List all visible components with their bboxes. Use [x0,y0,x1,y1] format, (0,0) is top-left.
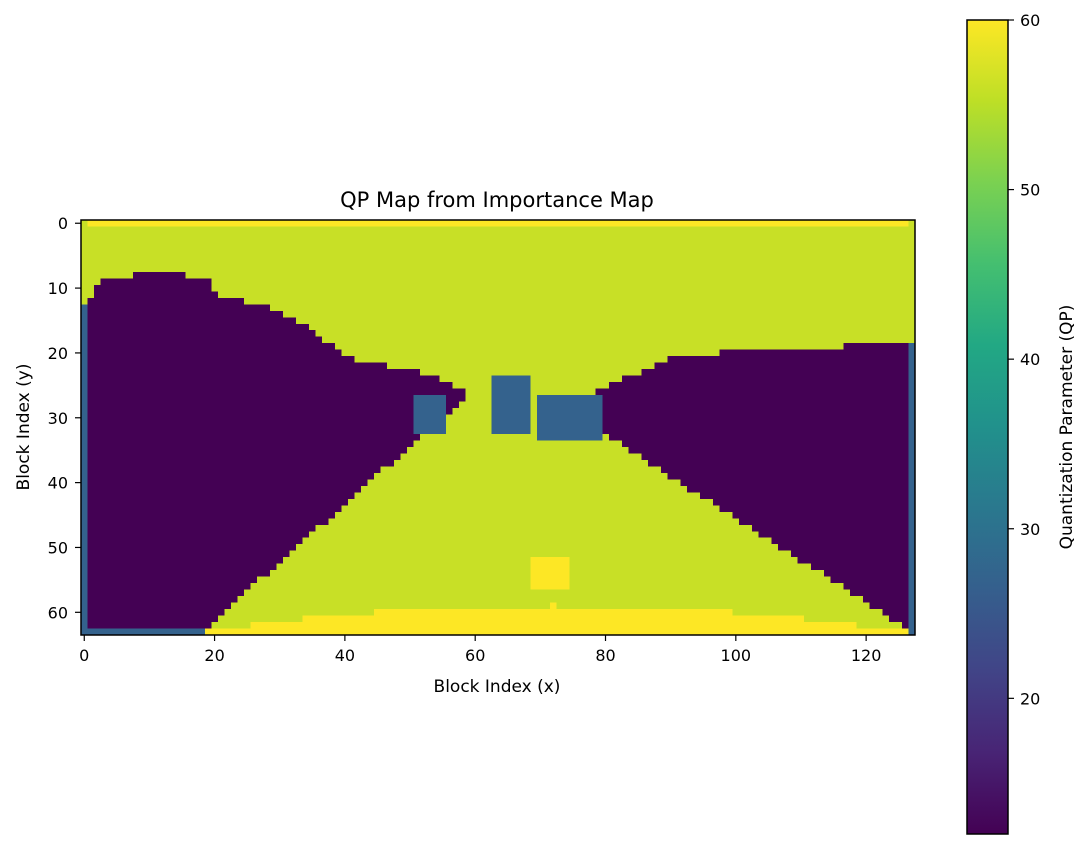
y-tick-label: 20 [48,344,68,363]
heatmap-image [81,220,915,635]
plot-frame [80,219,916,636]
colorbar-tick-label: 30 [1020,520,1040,539]
y-axis-label: Block Index (y) [14,364,34,491]
y-tick-label: 50 [48,538,68,557]
x-tick-label: 80 [595,646,615,665]
x-tick-label: 20 [204,646,224,665]
x-tick-label: 0 [79,646,89,665]
x-tick-label: 40 [335,646,355,665]
colorbar-label: Quantization Parameter (QP) [1057,305,1077,550]
x-axis-ticks: 0 20 40 60 80 100 120 [79,635,881,665]
heatmap [81,220,915,635]
x-tick-label: 60 [465,646,485,665]
colorbar-tick-label: 20 [1020,689,1040,708]
y-tick-label: 40 [48,474,68,493]
y-axis-ticks: 0 10 20 30 40 50 60 [48,214,81,622]
y-tick-label: 0 [58,214,68,233]
y-tick-label: 30 [48,409,68,428]
y-tick-label: 10 [48,279,68,298]
colorbar-tick-label: 40 [1020,350,1040,369]
y-tick-label: 60 [48,603,68,622]
chart-title: QP Map from Importance Map [340,188,654,212]
colorbar-tick-label: 60 [1020,11,1040,30]
colorbar [966,19,1009,835]
x-axis-label: Block Index (x) [434,677,561,697]
x-tick-label: 120 [851,646,882,665]
colorbar-tick-label: 50 [1020,181,1040,200]
colorbar-ticks: 20 30 40 50 60 [1008,11,1040,708]
x-tick-label: 100 [721,646,752,665]
